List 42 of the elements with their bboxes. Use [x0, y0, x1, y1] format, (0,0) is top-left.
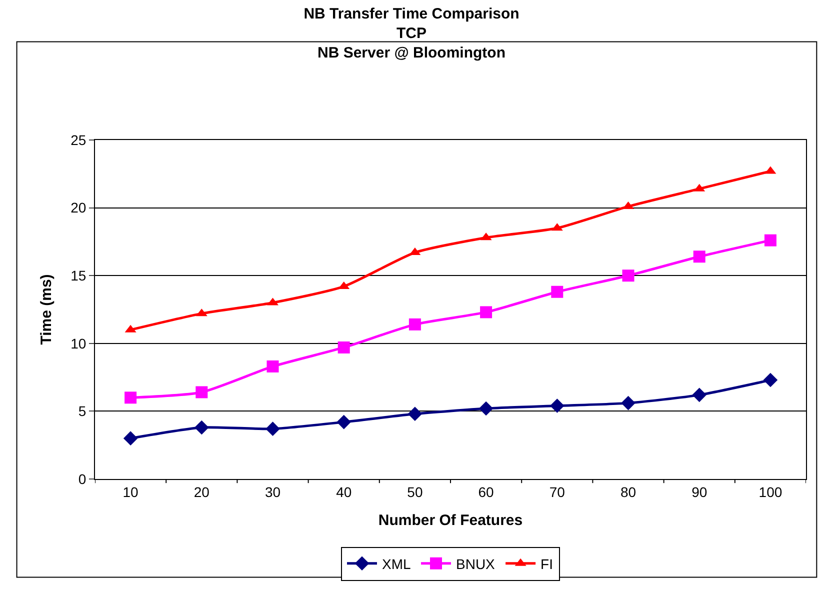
point: [551, 286, 564, 298]
legend-label: FI: [540, 556, 554, 572]
y-tick-label: 10: [70, 335, 86, 352]
point: [550, 398, 564, 413]
x-tick-label: 20: [194, 484, 210, 500]
point: [336, 414, 351, 430]
x-tick-label: 30: [264, 484, 281, 500]
point: [478, 401, 494, 416]
y-tick-label: 25: [70, 132, 86, 148]
x-tick-label: 50: [407, 484, 423, 500]
legend-label: XML: [382, 556, 411, 572]
point: [266, 360, 279, 372]
y-tick-label: 15: [70, 268, 86, 284]
point: [408, 318, 421, 330]
point: [123, 431, 138, 446]
point: [621, 396, 636, 410]
y-tick-label: 5: [78, 403, 86, 420]
point: [692, 388, 706, 402]
point: [266, 422, 280, 436]
x-tick-label: 60: [478, 484, 494, 500]
y-tick-label: 0: [78, 470, 86, 487]
point: [693, 250, 706, 263]
point: [764, 234, 776, 246]
y-axis-title: Time (ms): [38, 274, 55, 345]
legend-label: BNUX: [456, 556, 496, 572]
point: [338, 341, 350, 354]
x-axis-title: Number Of Features: [378, 512, 523, 529]
x-tick-label: 10: [122, 484, 139, 500]
x-tick-label: 90: [692, 484, 708, 500]
x-tick-label: 100: [758, 484, 782, 500]
point: [480, 306, 492, 318]
y-tick-label: 20: [70, 200, 86, 216]
x-tick-label: 80: [620, 484, 636, 500]
point: [763, 372, 778, 388]
point: [194, 420, 209, 435]
point: [124, 392, 137, 404]
point: [408, 406, 422, 422]
x-tick-label: 40: [336, 484, 352, 500]
x-tick-label: 70: [549, 484, 566, 500]
point: [622, 270, 634, 282]
point: [196, 386, 208, 398]
chart-title: NB Transfer Time Comparison TCP NB Server @ Bloomington: [304, 5, 520, 62]
